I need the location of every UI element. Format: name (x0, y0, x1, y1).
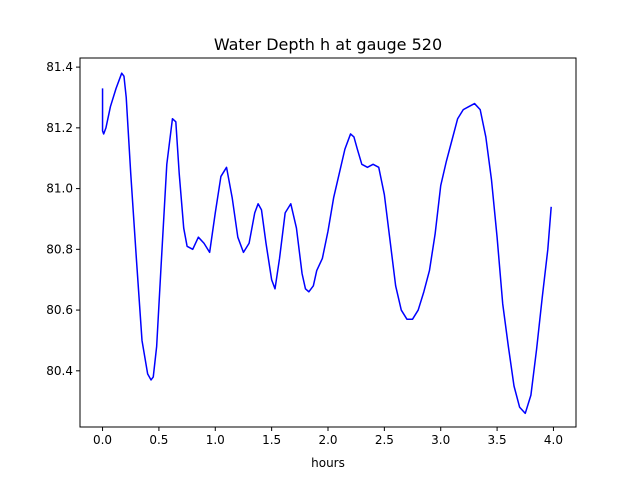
x-tick-label: 2.0 (318, 433, 337, 447)
x-tick-label: 1.5 (262, 433, 281, 447)
y-tick-label: 80.8 (46, 242, 73, 256)
y-tick-label: 80.4 (46, 364, 73, 378)
x-tick-label: 2.5 (375, 433, 394, 447)
y-tick-label: 81.2 (46, 121, 73, 135)
x-tick-label: 3.0 (431, 433, 450, 447)
x-tick-label: 3.5 (488, 433, 507, 447)
x-axis: 0.0 0.5 1.0 1.5 2.0 2.5 3.0 3.5 4.0 (93, 427, 563, 447)
y-tick-label: 81.4 (46, 60, 73, 74)
x-axis-label: hours (311, 456, 345, 470)
x-tick-label: 0.0 (93, 433, 112, 447)
series-line-0 (101, 72, 552, 415)
x-tick-label: 0.5 (149, 433, 168, 447)
x-tick-label: 4.0 (544, 433, 563, 447)
y-tick-label: 81.0 (46, 182, 73, 196)
chart-title: Water Depth h at gauge 520 (214, 35, 442, 54)
plot-area (101, 72, 552, 415)
y-tick-label: 80.6 (46, 303, 73, 317)
y-axis: 80.4 80.6 80.8 81.0 81.2 81.4 (46, 60, 80, 378)
x-tick-label: 1.0 (206, 433, 225, 447)
